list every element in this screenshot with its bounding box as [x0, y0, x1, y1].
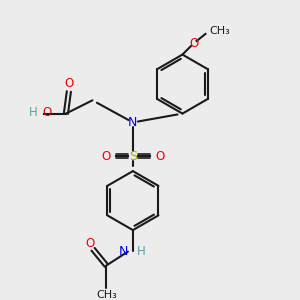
- Text: O: O: [155, 150, 165, 163]
- Text: N: N: [128, 116, 138, 129]
- Text: O: O: [189, 37, 198, 50]
- Text: O: O: [42, 106, 52, 118]
- Text: CH₃: CH₃: [209, 26, 230, 36]
- Text: N: N: [119, 245, 128, 258]
- Text: H: H: [29, 106, 38, 118]
- Text: O: O: [101, 150, 110, 163]
- Text: H: H: [137, 245, 146, 258]
- Text: O: O: [64, 77, 74, 90]
- Text: O: O: [85, 237, 95, 250]
- Text: S: S: [129, 150, 137, 163]
- Text: CH₃: CH₃: [96, 290, 117, 300]
